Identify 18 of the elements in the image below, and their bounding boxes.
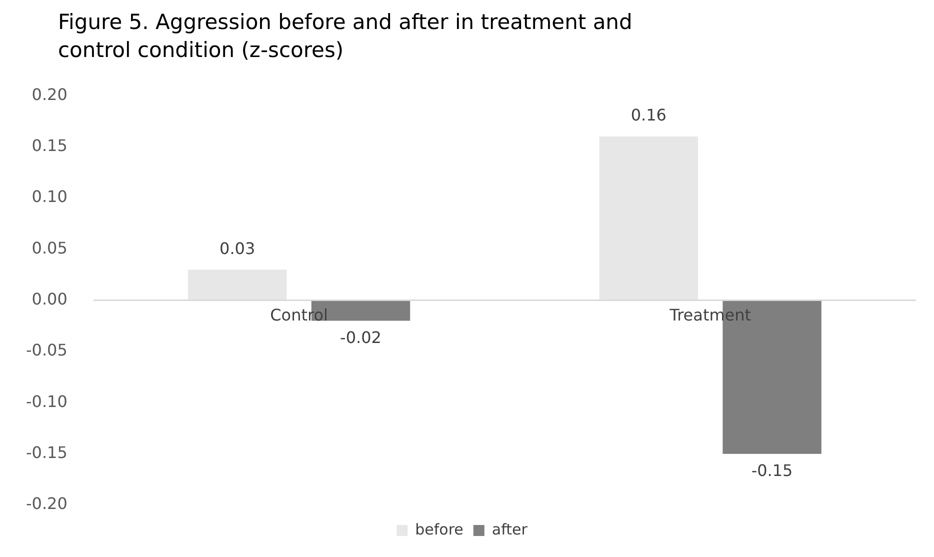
data-label: -0.15 — [751, 460, 793, 480]
data-label: 0.03 — [220, 238, 256, 258]
y-tick-label: 0.05 — [32, 238, 68, 258]
y-tick-label: 0.00 — [32, 289, 68, 308]
legend-label: after — [492, 520, 528, 538]
y-tick-label: 0.20 — [32, 84, 68, 104]
data-label: -0.02 — [340, 328, 382, 347]
y-tick-label: -0.20 — [26, 494, 68, 514]
legend-label: before — [415, 520, 464, 538]
bar — [188, 270, 287, 300]
data-label: 0.16 — [630, 106, 666, 125]
chart-title: Figure 5. Aggression before and after in treatment and control condition (z-scores) — [57, 9, 634, 64]
y-tick-label: 0.15 — [32, 136, 68, 155]
y-tick-label: -0.05 — [26, 340, 68, 360]
bar — [599, 136, 698, 300]
y-tick-label: -0.15 — [26, 442, 68, 462]
y-tick-label: -0.10 — [26, 392, 68, 411]
y-tick-label: 0.10 — [32, 187, 68, 206]
